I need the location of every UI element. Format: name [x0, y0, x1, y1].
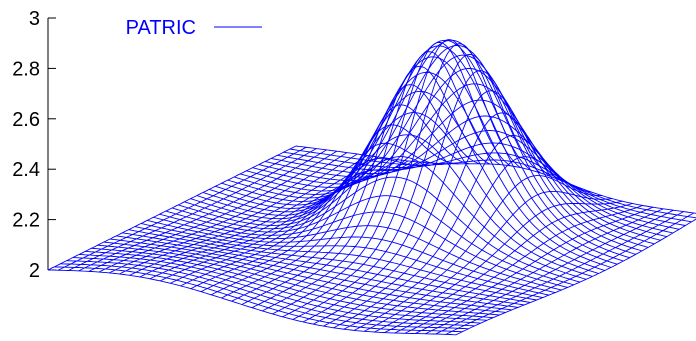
surface-mesh-line-v: [271, 130, 680, 230]
surface-mesh-line-v: [227, 39, 636, 255]
surface-mesh-line-v: [54, 266, 463, 333]
surface-mesh: [47, 39, 696, 336]
surface-mesh-line-v: [47, 269, 457, 336]
legend-label: PATRIC: [126, 17, 196, 39]
surface-mesh-line-v: [283, 151, 692, 223]
legend: PATRIC: [126, 17, 262, 39]
z-tick-label: 2.4: [12, 159, 40, 181]
surface-mesh-line-v: [289, 148, 696, 219]
z-tick-label: 2: [29, 260, 40, 282]
surface-mesh-line-v: [252, 83, 661, 241]
surface-mesh-line-v: [78, 254, 488, 321]
z-tick-label: 2.8: [12, 58, 40, 80]
surface-mesh-line-u: [312, 90, 562, 325]
surface-mesh-line-v: [277, 142, 686, 226]
surface-mesh-line-v: [264, 115, 674, 234]
surface-mesh-line-v: [147, 219, 556, 294]
surface-mesh-line-v: [153, 216, 562, 291]
surface-mesh-line-v: [140, 223, 550, 296]
surface-mesh-line-v: [134, 226, 543, 299]
surface-mesh-line-v: [240, 54, 649, 248]
surface-mesh-line-v: [190, 112, 599, 274]
surface-mesh-line-v: [258, 99, 667, 238]
z-axis: 2 2.2 2.4 2.6 2.8 3: [12, 8, 56, 282]
surface-mesh-line-v: [171, 176, 581, 283]
surface-mesh-line-v: [122, 232, 531, 303]
surface-mesh-line-v: [60, 263, 469, 330]
surface-mesh-line-v: [178, 156, 587, 280]
surface-mesh-line-v: [116, 235, 525, 306]
surface-mesh-line-v: [128, 229, 537, 301]
surface-mesh-line-v: [109, 238, 519, 308]
surface-mesh-line-v: [97, 244, 506, 313]
surface-mesh-line-v: [221, 39, 630, 259]
surface-mesh-line-v: [85, 250, 494, 319]
z-tick-label: 2.2: [12, 210, 40, 232]
surface-mesh-line-v: [233, 44, 643, 252]
surface-mesh-line-u: [108, 153, 358, 274]
surface-mesh-line-u: [78, 149, 327, 272]
surface-mesh-line-v: [246, 67, 655, 245]
surface-mesh-line-v: [91, 247, 500, 316]
surface-mesh-line-v: [72, 257, 481, 324]
surface-mesh-line-v: [103, 241, 512, 311]
surface-mesh-line-v: [196, 90, 605, 271]
surface-mesh-line-v: [159, 211, 568, 288]
z-ticks: 2 2.2 2.4 2.6 2.8 3: [12, 8, 56, 282]
surface-mesh-line-v: [66, 260, 475, 327]
z-tick-label: 3: [29, 8, 40, 30]
surface-mesh-line-v: [209, 56, 618, 265]
surface-mesh-line-v: [215, 45, 624, 262]
z-tick-label: 2.6: [12, 109, 40, 131]
surface-mesh-line-v: [295, 145, 696, 214]
surface-mesh-line-v: [165, 195, 574, 286]
